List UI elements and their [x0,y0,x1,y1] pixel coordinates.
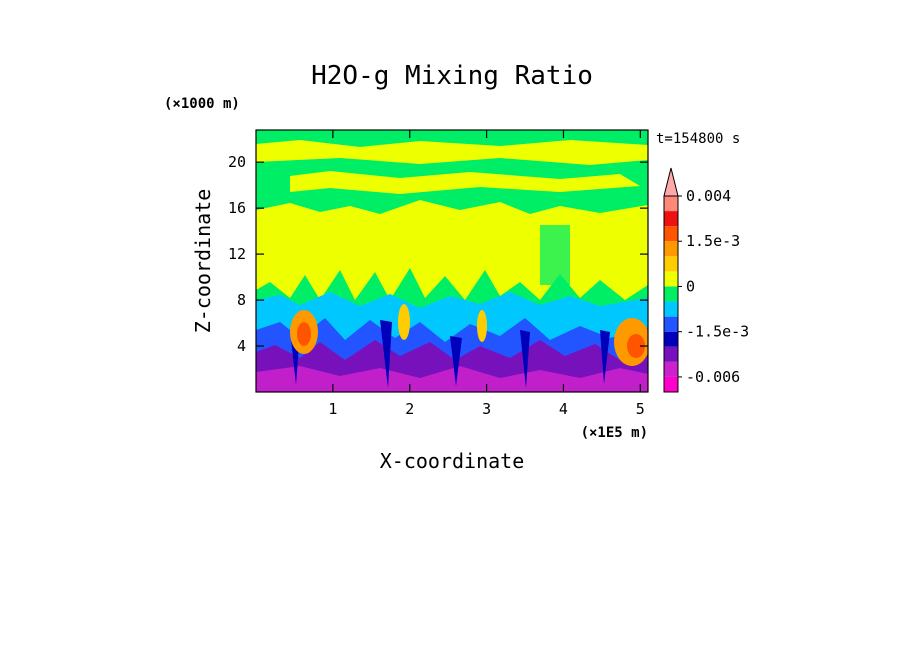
x-axis-ticks: 1 2 3 4 5 [328,130,645,418]
x-tick-label: 3 [482,400,491,418]
colorbar-tick-label: 0.004 [686,187,731,205]
colorbar-extend-max [663,167,679,197]
y-tick-label: 4 [237,337,246,355]
colorbar-swatch [664,301,678,317]
plot-frame [255,129,649,393]
colorbar-swatch [664,376,678,392]
heatmap-field [256,130,648,392]
y-tick-label: 12 [228,245,246,263]
colorbar-tick-label: 0 [686,277,695,295]
y-tick-label: 8 [237,291,246,309]
y-axis-label: Z-coordinate [191,189,215,334]
y-axis-ticks: 4 8 12 16 20 [228,153,648,355]
colorbar-swatch [664,241,678,257]
colorbar-tick-label: -0.006 [686,368,740,386]
colorbar-swatch [664,346,678,362]
chart-title: H2O-g Mixing Ratio [311,61,593,91]
band-yellow-mid [290,171,640,194]
x-units-label: (×1E5 m) [581,425,648,441]
colorbar-swatch [664,331,678,347]
colorbar-swatch [664,256,678,272]
colorbar: 0.004 1.5e-3 0 -1.5e-3 -0.006 [663,167,749,393]
colorbar-swatch [664,226,678,242]
band-yellow-upper [256,140,648,165]
plume-mid [398,304,410,340]
green-patch [540,225,570,285]
plume-right-core [627,334,645,358]
colorbar-tick-label: -1.5e-3 [686,323,749,341]
x-tick-label: 4 [559,400,568,418]
x-tick-label: 5 [636,400,645,418]
x-tick-label: 2 [405,400,414,418]
colorbar-frame [663,195,679,393]
colorbar-swatch [664,211,678,227]
colorbar-swatch [664,286,678,302]
colorbar-swatch [664,196,678,212]
plume-left-core [297,322,311,346]
colorbar-tick-label: 1.5e-3 [686,232,740,250]
y-units-label: (×1000 m) [164,96,240,112]
plume-mid2 [477,310,487,342]
y-tick-label: 20 [228,153,246,171]
layer-magenta [256,366,648,392]
x-tick-label: 1 [328,400,337,418]
colorbar-swatch [664,361,678,377]
x-axis-label: X-coordinate [380,449,525,473]
time-label: t=154800 s [656,131,740,147]
colorbar-swatch [664,316,678,332]
y-tick-label: 16 [228,199,246,217]
layer-yellow-fingers [256,268,648,310]
colorbar-swatch [664,271,678,287]
